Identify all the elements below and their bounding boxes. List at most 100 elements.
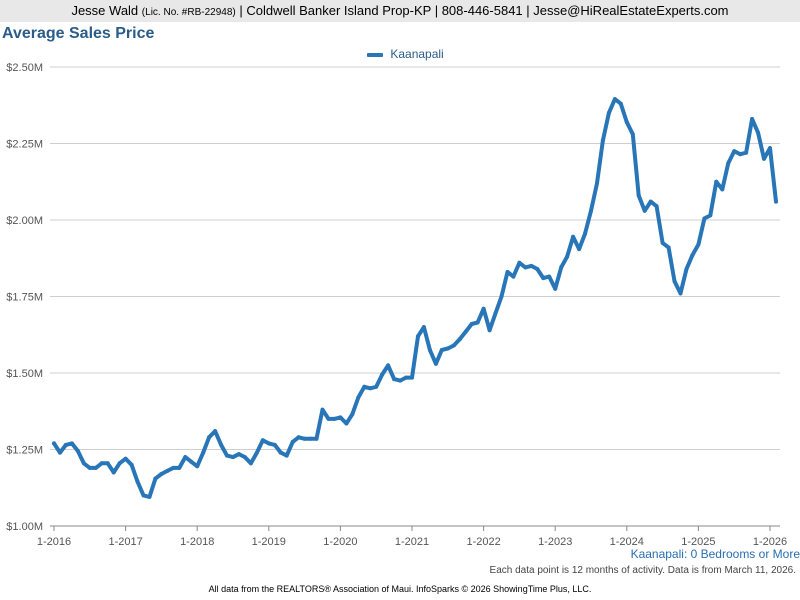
- data-point: [165, 468, 170, 473]
- data-point: [69, 441, 74, 446]
- data-point: [612, 97, 617, 102]
- data-point: [242, 455, 247, 460]
- series-line-kaanapali: [52, 97, 778, 499]
- data-point: [499, 294, 504, 299]
- data-point: [320, 407, 325, 412]
- data-point: [600, 138, 605, 143]
- data-point: [541, 276, 546, 281]
- data-point: [225, 453, 229, 458]
- data-point: [350, 412, 355, 417]
- legend[interactable]: Kaanapali: [367, 47, 444, 61]
- data-point: [404, 375, 408, 380]
- data-point: [636, 193, 641, 198]
- data-point: [750, 117, 755, 121]
- data-point: [75, 449, 80, 453]
- data-point: [356, 395, 361, 400]
- data-point: [738, 152, 743, 157]
- data-point: [714, 179, 719, 184]
- data-point: [445, 346, 450, 351]
- data-point: [81, 461, 86, 466]
- subset-label[interactable]: Kaanapali: 0 Bedrooms or More: [630, 547, 800, 561]
- x-tick-label: 1-2026: [753, 536, 787, 548]
- data-point: [463, 329, 468, 334]
- data-point: [189, 459, 194, 464]
- data-point: [153, 476, 158, 481]
- x-tick-label: 1-2017: [108, 536, 142, 548]
- data-point: [511, 274, 516, 279]
- data-point: [774, 199, 778, 204]
- data-point: [362, 384, 367, 389]
- data-point: [332, 416, 337, 421]
- data-point: [284, 453, 289, 458]
- data-point: [272, 442, 277, 447]
- data-point: [213, 429, 218, 434]
- data-point: [58, 450, 62, 455]
- data-point: [433, 361, 438, 366]
- data-point: [708, 213, 713, 218]
- data-point: [535, 267, 540, 271]
- data-point: [260, 438, 265, 443]
- y-tick-label: $1.25M: [6, 445, 43, 457]
- x-tick-label: 1-2023: [538, 536, 572, 548]
- data-point: [630, 132, 635, 137]
- data-point: [553, 286, 558, 291]
- data-point: [123, 456, 128, 461]
- data-point: [195, 464, 200, 469]
- x-tick-label: 1-2019: [252, 536, 286, 548]
- gridlines: [50, 66, 780, 527]
- x-tick-label: 1-2025: [681, 536, 715, 548]
- data-point: [529, 263, 534, 268]
- x-tick-label: 1-2018: [180, 536, 214, 548]
- data-point: [171, 465, 176, 470]
- data-point: [595, 181, 599, 186]
- data-point: [201, 450, 206, 455]
- data-point: [410, 375, 414, 380]
- data-point: [678, 291, 683, 296]
- data-point: [505, 270, 510, 274]
- data-point: [427, 348, 432, 352]
- data-point: [302, 436, 307, 441]
- data-point: [469, 322, 474, 326]
- data-point: [87, 465, 92, 470]
- agent-header-bar: Jesse Wald (Lic. No. #RB-22948) | Coldwe…: [0, 0, 800, 22]
- data-point: [523, 265, 528, 270]
- agent-name: Jesse Wald: [71, 3, 139, 18]
- data-point: [606, 110, 611, 115]
- data-point: [177, 465, 182, 470]
- data-point: [93, 465, 98, 470]
- data-point: [684, 267, 689, 271]
- legend-swatch: [367, 52, 383, 57]
- data-point: [207, 435, 212, 440]
- data-point: [416, 334, 420, 339]
- x-axis: 1-2016 1-2017 1-2018 1-2019 1-2020 1-2021 1-20…: [37, 525, 787, 548]
- data-point: [642, 208, 647, 213]
- data-point: [618, 101, 623, 106]
- data-point: [278, 450, 283, 455]
- data-point: [726, 161, 731, 166]
- y-tick-label: $1.75M: [6, 292, 43, 304]
- data-point: [99, 461, 104, 466]
- data-point: [696, 242, 701, 247]
- data-point: [392, 377, 397, 382]
- data-point: [487, 328, 492, 333]
- data-point: [565, 254, 570, 259]
- data-point: [571, 234, 576, 239]
- data-point: [398, 378, 403, 383]
- data-point: [654, 204, 659, 209]
- data-point: [52, 441, 56, 446]
- data-point: [254, 450, 259, 455]
- data-point: [744, 150, 749, 155]
- data-point: [231, 455, 235, 460]
- data-point: [559, 265, 564, 270]
- data-point: [720, 187, 725, 192]
- data-point: [386, 363, 391, 368]
- data-point: [266, 441, 271, 446]
- data-point: [583, 231, 587, 236]
- data-point: [129, 462, 134, 467]
- y-tick-label: $2.00M: [6, 215, 43, 227]
- y-tick-label: $2.50M: [6, 62, 43, 74]
- agent-contact: | Coldwell Banker Island Prop-KP | 808-4…: [239, 3, 729, 18]
- y-tick-label: $1.00M: [6, 521, 43, 533]
- x-tick-label: 1-2016: [37, 536, 71, 548]
